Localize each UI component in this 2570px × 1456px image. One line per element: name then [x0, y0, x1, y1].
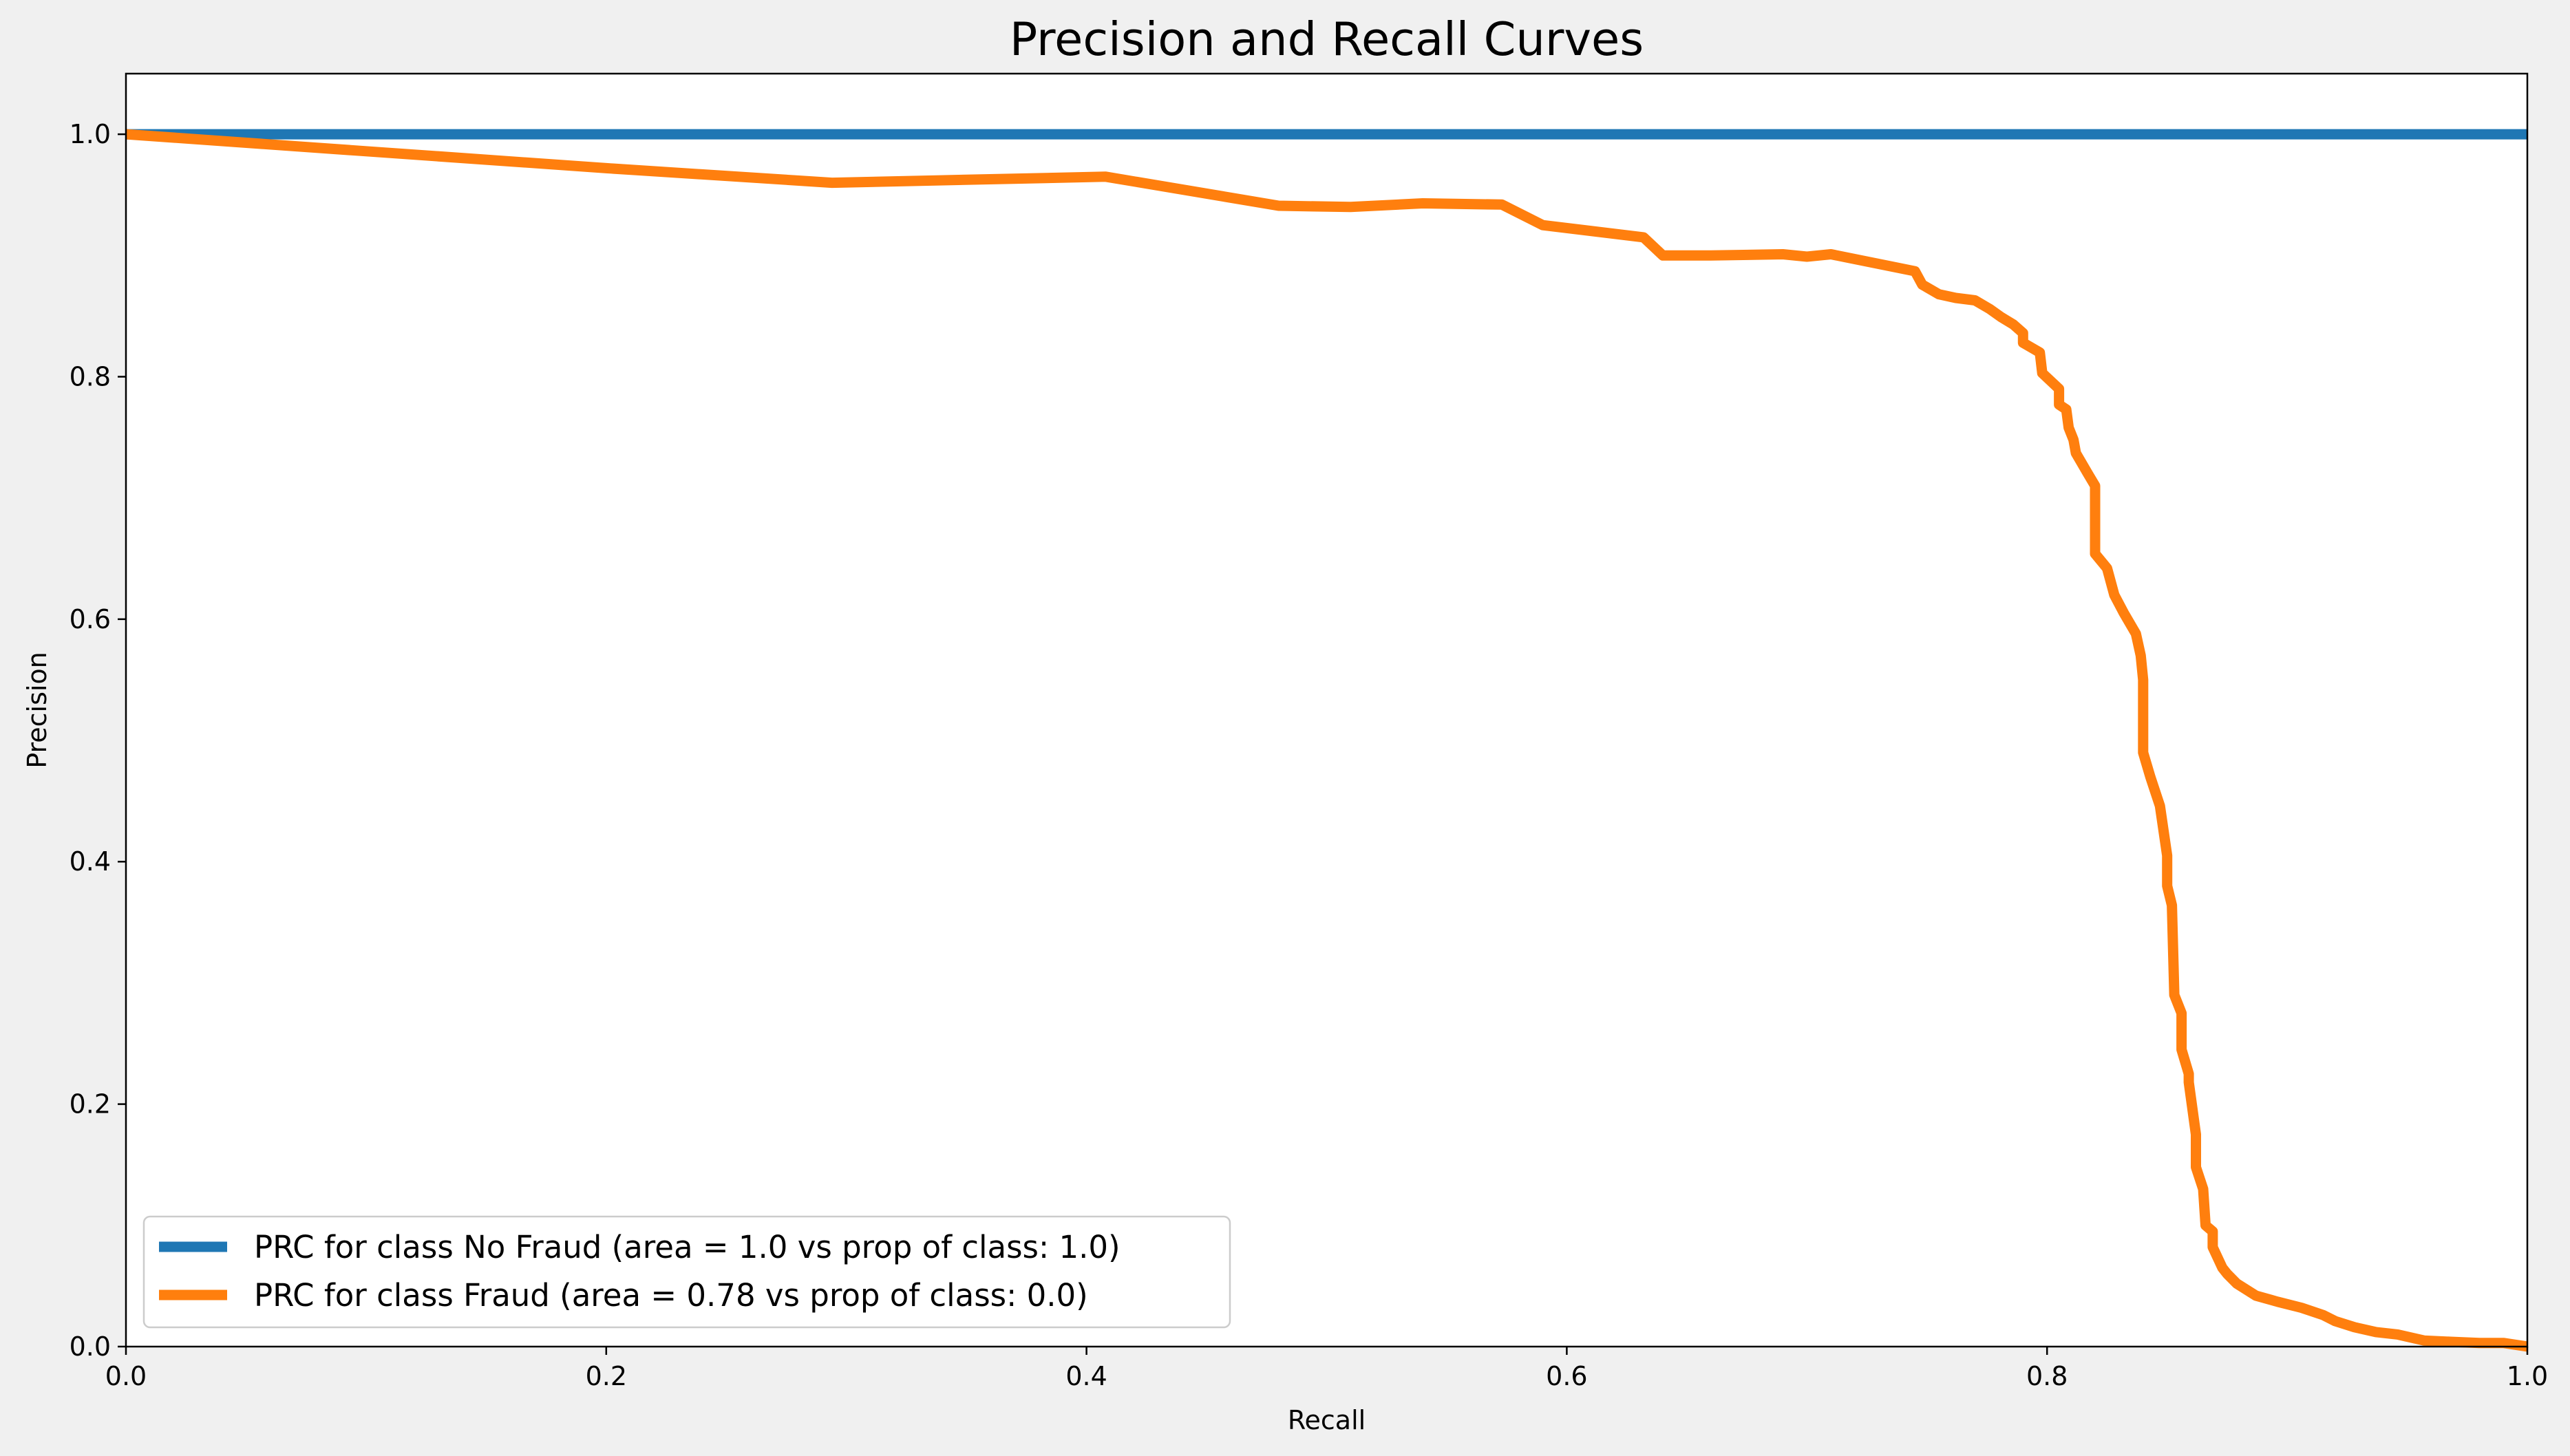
plot-frame: [125, 72, 2529, 1348]
y-tick-label: 0.4: [70, 846, 111, 877]
legend: PRC for class No Fraud (area = 1.0 vs pr…: [142, 1215, 1231, 1329]
y-tick-label: 1.0: [70, 119, 111, 149]
series-line-2: [126, 129, 2527, 1352]
y-tick-label: 0.0: [70, 1331, 111, 1362]
x-tick-label: 0.2: [586, 1361, 627, 1391]
legend-label-1: PRC for class No Fraud (area = 1.0 vs pr…: [254, 1229, 1121, 1265]
x-tick-label: 0.6: [1546, 1361, 1587, 1391]
plot-area: [126, 74, 2527, 1347]
x-tick-label: 1.0: [2507, 1361, 2548, 1391]
y-tick-label: 0.6: [70, 604, 111, 634]
y-axis-ticks: 0.0 0.2 0.4 0.6 0.8 1.0: [70, 119, 126, 1362]
x-axis-label: Recall: [1288, 1405, 1366, 1435]
legend-box: [142, 1215, 1231, 1329]
series-layer: [126, 129, 2527, 1352]
y-axis-label: Precision: [22, 652, 52, 769]
legend-label-2: PRC for class Fraud (area = 0.78 vs prop…: [254, 1277, 1088, 1314]
y-tick-label: 0.8: [70, 361, 111, 392]
chart-title: Precision and Recall Curves: [1010, 12, 1644, 66]
y-tick-label: 0.2: [70, 1089, 111, 1120]
x-tick-label: 0.8: [2026, 1361, 2068, 1391]
x-tick-label: 0.4: [1065, 1361, 1107, 1391]
x-axis-ticks: 0.0 0.2 0.4 0.6 0.8 1.0: [105, 1347, 2548, 1391]
x-tick-label: 0.0: [105, 1361, 147, 1391]
